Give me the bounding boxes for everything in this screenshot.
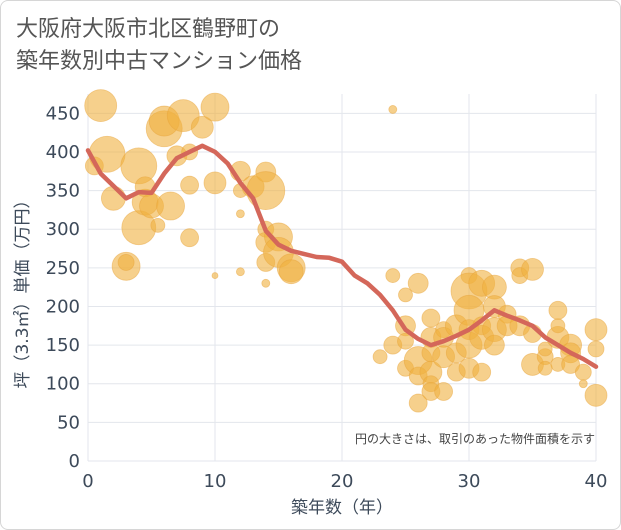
bubble-point [408,393,428,413]
bubble-point [84,89,118,122]
x-tick-label: 0 [82,471,93,492]
bubble-point [397,332,414,350]
x-tick-labels: 0 10 20 30 40 [82,471,607,492]
x-tick-label: 10 [204,471,227,492]
bubble-point [200,92,230,122]
bubble-point [190,115,214,139]
bubble-point [472,362,492,382]
bubble-point [180,175,200,195]
y-tick-label: 100 [46,374,80,395]
size-annotation: 円の大きさは、取引のあった物件面積を示す [355,431,595,446]
y-tick-label: 350 [46,181,80,202]
y-tick-label: 50 [57,412,80,433]
y-tick-label: 150 [46,335,80,356]
chart-title: 大阪府大阪市北区鶴野町の 築年数別中古マンション価格 [16,14,302,78]
bubble-point [211,272,219,279]
bubble-point [246,171,286,210]
x-tick-label: 40 [585,471,608,492]
bubble-point [407,272,429,294]
bubble-point [203,171,227,195]
bubble-point [117,254,135,271]
x-tick-label: 20 [331,471,354,492]
y-tick-label: 200 [46,296,80,317]
bubble-point [584,383,608,407]
bubble-point [278,259,304,285]
y-tick-label: 400 [46,142,80,163]
bubble-point [180,228,200,248]
bubble-point [587,340,605,358]
bubble-point [548,300,568,320]
bubble-point [385,268,401,283]
bubble-point [101,185,126,211]
bubble-point [398,287,413,303]
bubble-point [550,318,566,334]
trend-line-group [85,143,599,369]
bubble-point [537,341,553,357]
bubble-point [578,379,588,389]
bubble-point [166,99,200,133]
x-axis-title: 築年数（年） [291,498,393,518]
trend-line [85,143,599,369]
bubble-point [521,257,544,281]
y-axis-title: 坪（3.3㎡）単価（万円） [13,191,33,388]
chart-title-line-1: 大阪府大阪市北区鶴野町の [16,17,281,42]
bubble-point [537,360,553,376]
y-tick-label: 300 [46,219,80,240]
bubble-point [388,105,398,114]
bubble-point [150,217,166,233]
chart-title-line-2: 築年数別中古マンション価格 [16,49,303,74]
bubble-point [574,363,592,381]
y-tick-label: 0 [69,451,80,472]
bubble-point [584,318,608,342]
y-tick-labels: 0 50 100 150 200 250 300 350 400 450 [46,103,80,472]
bubble-point [372,349,388,365]
bubble-point [483,334,505,356]
bubble-point [434,382,454,401]
y-tick-label: 450 [46,103,80,124]
bubbles [84,89,608,413]
bubble-point [235,267,245,277]
bubble-point [261,278,271,288]
y-tick-label: 250 [46,258,80,279]
bubble-point [235,209,245,219]
bubble-point [561,355,580,374]
x-tick-label: 30 [458,471,481,492]
bubble-point [156,191,185,221]
